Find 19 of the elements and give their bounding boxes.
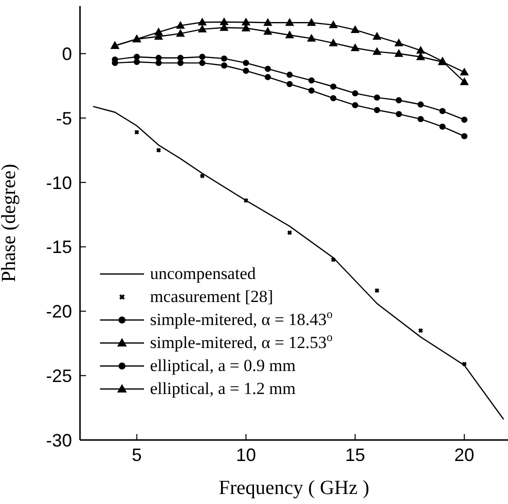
y-tick-label: -10 bbox=[46, 172, 72, 193]
x-tick-label: 5 bbox=[132, 444, 142, 465]
legend-label: elliptical, a = 0.9 mm bbox=[150, 356, 296, 374]
x-tick-label: 20 bbox=[454, 444, 474, 465]
x-tick-label: 15 bbox=[345, 444, 366, 465]
legend-label: simple-mitered, α = 12.53$^{o}$ bbox=[150, 330, 333, 352]
y-tick-label: 0 bbox=[62, 44, 72, 64]
legend-label: simple-mitered, α = 18.43$^{o}$ bbox=[150, 306, 333, 328]
legend-label: uncompensated bbox=[150, 264, 256, 282]
y-axis-title: Phase (degree) bbox=[0, 164, 20, 282]
legend-label: mcasurement [28] bbox=[150, 286, 274, 306]
y-tick-label: -25 bbox=[46, 366, 72, 386]
y-tick-label: -30 bbox=[46, 430, 72, 450]
x-tick-label: 10 bbox=[236, 444, 256, 465]
legend-label: elliptical, a = 1.2 mm bbox=[150, 378, 296, 398]
y-tick-label: -20 bbox=[46, 302, 72, 322]
y-tick-label: -15 bbox=[46, 237, 72, 258]
x-axis-title: Frequency ( GHz ) bbox=[218, 477, 370, 499]
y-tick-label: -5 bbox=[56, 108, 72, 128]
